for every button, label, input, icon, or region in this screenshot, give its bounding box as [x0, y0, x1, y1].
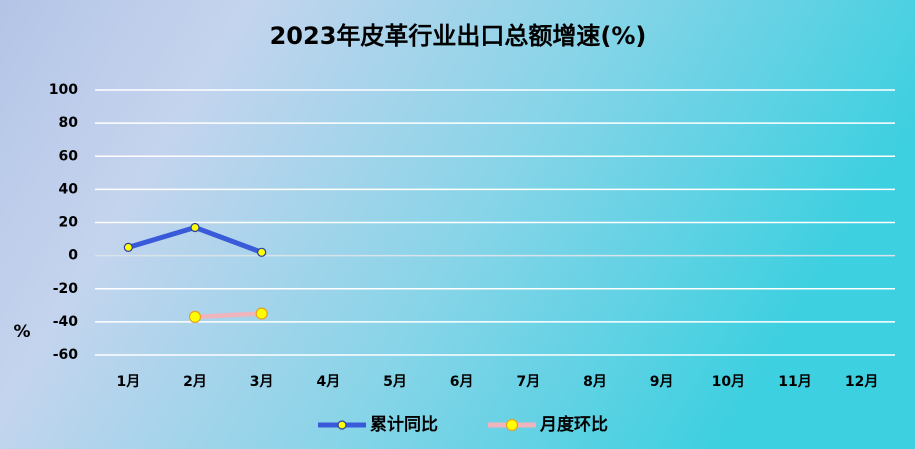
y-tick-label: 0 [68, 248, 78, 264]
x-tick-label: 10月 [712, 374, 745, 390]
y-axis-label: % [13, 322, 30, 342]
legend-marker [337, 420, 347, 430]
data-point [255, 307, 268, 320]
legend-label: 月度环比 [539, 414, 608, 435]
x-tick-label: 3月 [250, 374, 274, 390]
data-point [257, 247, 267, 257]
chart-title: 2023年皮革行业出口总额增速(%) [270, 22, 647, 50]
x-tick-label: 8月 [583, 374, 607, 390]
x-tick-label: 1月 [116, 374, 140, 390]
data-point [190, 222, 200, 233]
x-tick-label: 2月 [183, 374, 207, 390]
data-point [123, 242, 133, 252]
legend-marker [505, 418, 519, 432]
y-tick-label: 40 [59, 181, 79, 197]
y-tick-label: -40 [53, 314, 79, 330]
y-tick-label: 20 [59, 215, 79, 231]
x-tick-label: 6月 [450, 374, 474, 390]
y-tick-label: 80 [59, 115, 79, 131]
y-tick-label: -60 [53, 347, 79, 363]
x-tick-label: 4月 [316, 374, 340, 390]
y-tick-label: 60 [59, 148, 79, 164]
x-tick-label: 5月 [383, 374, 407, 390]
x-tick-label: 9月 [650, 374, 674, 390]
y-tick-label: 100 [49, 82, 78, 98]
data-point [188, 310, 202, 324]
x-tick-label: 12月 [845, 374, 878, 390]
series-line [194, 311, 262, 320]
legend-label: 累计同比 [370, 414, 438, 435]
x-tick-label: 7月 [516, 374, 540, 390]
x-tick-label: 11月 [778, 374, 811, 390]
y-tick-label: -20 [53, 281, 79, 297]
